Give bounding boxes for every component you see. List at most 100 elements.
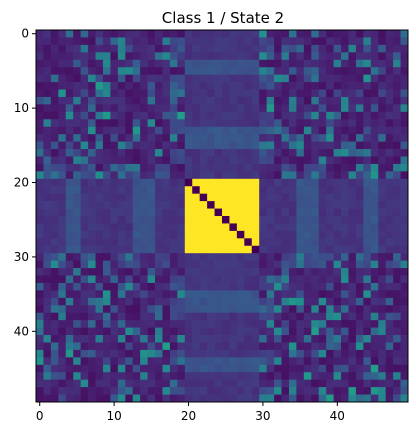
heatmap-cell	[110, 193, 119, 202]
heatmap-cell	[378, 372, 387, 381]
heatmap-cell	[95, 104, 104, 113]
heatmap-cell	[132, 178, 141, 187]
heatmap-cell	[207, 141, 215, 150]
heatmap-cell	[65, 208, 74, 217]
heatmap-cell	[274, 52, 282, 61]
heatmap-cell	[73, 275, 81, 284]
heatmap-cell	[132, 364, 141, 373]
heatmap-cell	[88, 320, 96, 328]
heatmap-cell	[222, 89, 230, 98]
heatmap-cell	[288, 327, 297, 336]
heatmap-cell	[110, 260, 119, 269]
heatmap-cell	[36, 394, 44, 403]
heatmap-cell	[363, 364, 372, 373]
heatmap-cell	[333, 312, 342, 321]
heatmap-cell	[236, 245, 245, 254]
heatmap-cell	[244, 89, 253, 98]
heatmap-cell	[251, 312, 260, 321]
heatmap-cell	[385, 201, 394, 209]
heatmap-cell	[296, 327, 305, 336]
heatmap-cell	[43, 44, 52, 53]
heatmap-cell	[58, 163, 67, 172]
heatmap-cell	[169, 290, 178, 299]
heatmap-cell	[288, 260, 297, 269]
heatmap-cell	[155, 387, 163, 395]
heatmap-cell	[274, 193, 282, 202]
heatmap-cell	[244, 275, 253, 284]
heatmap-cell	[65, 149, 74, 157]
heatmap-cell	[169, 149, 178, 157]
heatmap-cell	[393, 312, 401, 321]
heatmap-cell	[281, 216, 290, 224]
heatmap-cell	[58, 141, 67, 150]
heatmap-cell	[393, 245, 401, 254]
heatmap-cell	[199, 30, 208, 38]
heatmap-cell	[207, 372, 215, 381]
y-tick-label: 40	[14, 324, 29, 338]
y-tick-label: 0	[21, 27, 29, 41]
heatmap-cell	[222, 290, 230, 299]
heatmap-cell	[140, 297, 148, 306]
heatmap-cell	[125, 387, 134, 395]
heatmap-cell	[341, 201, 349, 209]
heatmap-cell	[244, 59, 253, 68]
heatmap-cell	[236, 208, 245, 217]
heatmap-cell	[229, 297, 238, 306]
heatmap-cell	[236, 30, 245, 38]
heatmap-cell	[65, 372, 74, 381]
heatmap-cell	[140, 320, 148, 328]
heatmap-cell	[385, 134, 394, 142]
heatmap-cell	[73, 312, 81, 321]
heatmap-cell	[140, 193, 148, 202]
heatmap-cell	[274, 82, 282, 90]
heatmap-cell	[326, 52, 334, 61]
heatmap-cell	[50, 89, 59, 98]
heatmap-cell	[155, 104, 163, 113]
heatmap-cell	[296, 82, 305, 90]
heatmap-cell	[50, 387, 59, 395]
heatmap-cell	[370, 201, 379, 209]
heatmap-cell	[162, 230, 171, 239]
heatmap-cell	[214, 163, 223, 172]
heatmap-cell	[73, 89, 81, 98]
heatmap-cell	[303, 44, 312, 53]
heatmap-cell	[140, 59, 148, 68]
heatmap-cell	[378, 230, 387, 239]
heatmap-cell	[348, 305, 357, 314]
heatmap-cell	[117, 111, 126, 120]
heatmap-cell	[341, 186, 349, 195]
heatmap-cell	[192, 104, 201, 113]
heatmap-cell	[251, 342, 260, 351]
heatmap-cell	[400, 245, 409, 254]
heatmap-cell	[207, 223, 215, 232]
heatmap-cell	[184, 82, 193, 90]
heatmap-cell	[363, 268, 372, 276]
heatmap-cell	[348, 89, 357, 98]
heatmap-cell	[140, 186, 148, 195]
heatmap-cell	[95, 223, 104, 232]
heatmap-cell	[281, 394, 290, 403]
heatmap-cell	[318, 268, 327, 276]
heatmap-cell	[341, 134, 349, 142]
heatmap-cell	[58, 104, 67, 113]
heatmap-cell	[333, 193, 342, 202]
heatmap-cell	[192, 275, 201, 284]
heatmap-cell	[50, 111, 59, 120]
heatmap-cell	[65, 201, 74, 209]
heatmap-cell	[43, 96, 52, 105]
heatmap-cell	[214, 357, 223, 366]
heatmap-cell	[303, 305, 312, 314]
heatmap-cell	[311, 245, 320, 254]
heatmap-cell	[363, 260, 372, 269]
heatmap-cell	[385, 171, 394, 180]
heatmap-cell	[385, 349, 394, 358]
heatmap-cell	[281, 260, 290, 269]
heatmap-cell	[177, 134, 186, 142]
heatmap-cell	[236, 275, 245, 284]
heatmap-cell	[177, 327, 186, 336]
heatmap-cell	[147, 245, 156, 254]
heatmap-cell	[274, 372, 282, 381]
heatmap-cell	[341, 89, 349, 98]
heatmap-cell	[333, 119, 342, 128]
heatmap-cell	[43, 230, 52, 239]
